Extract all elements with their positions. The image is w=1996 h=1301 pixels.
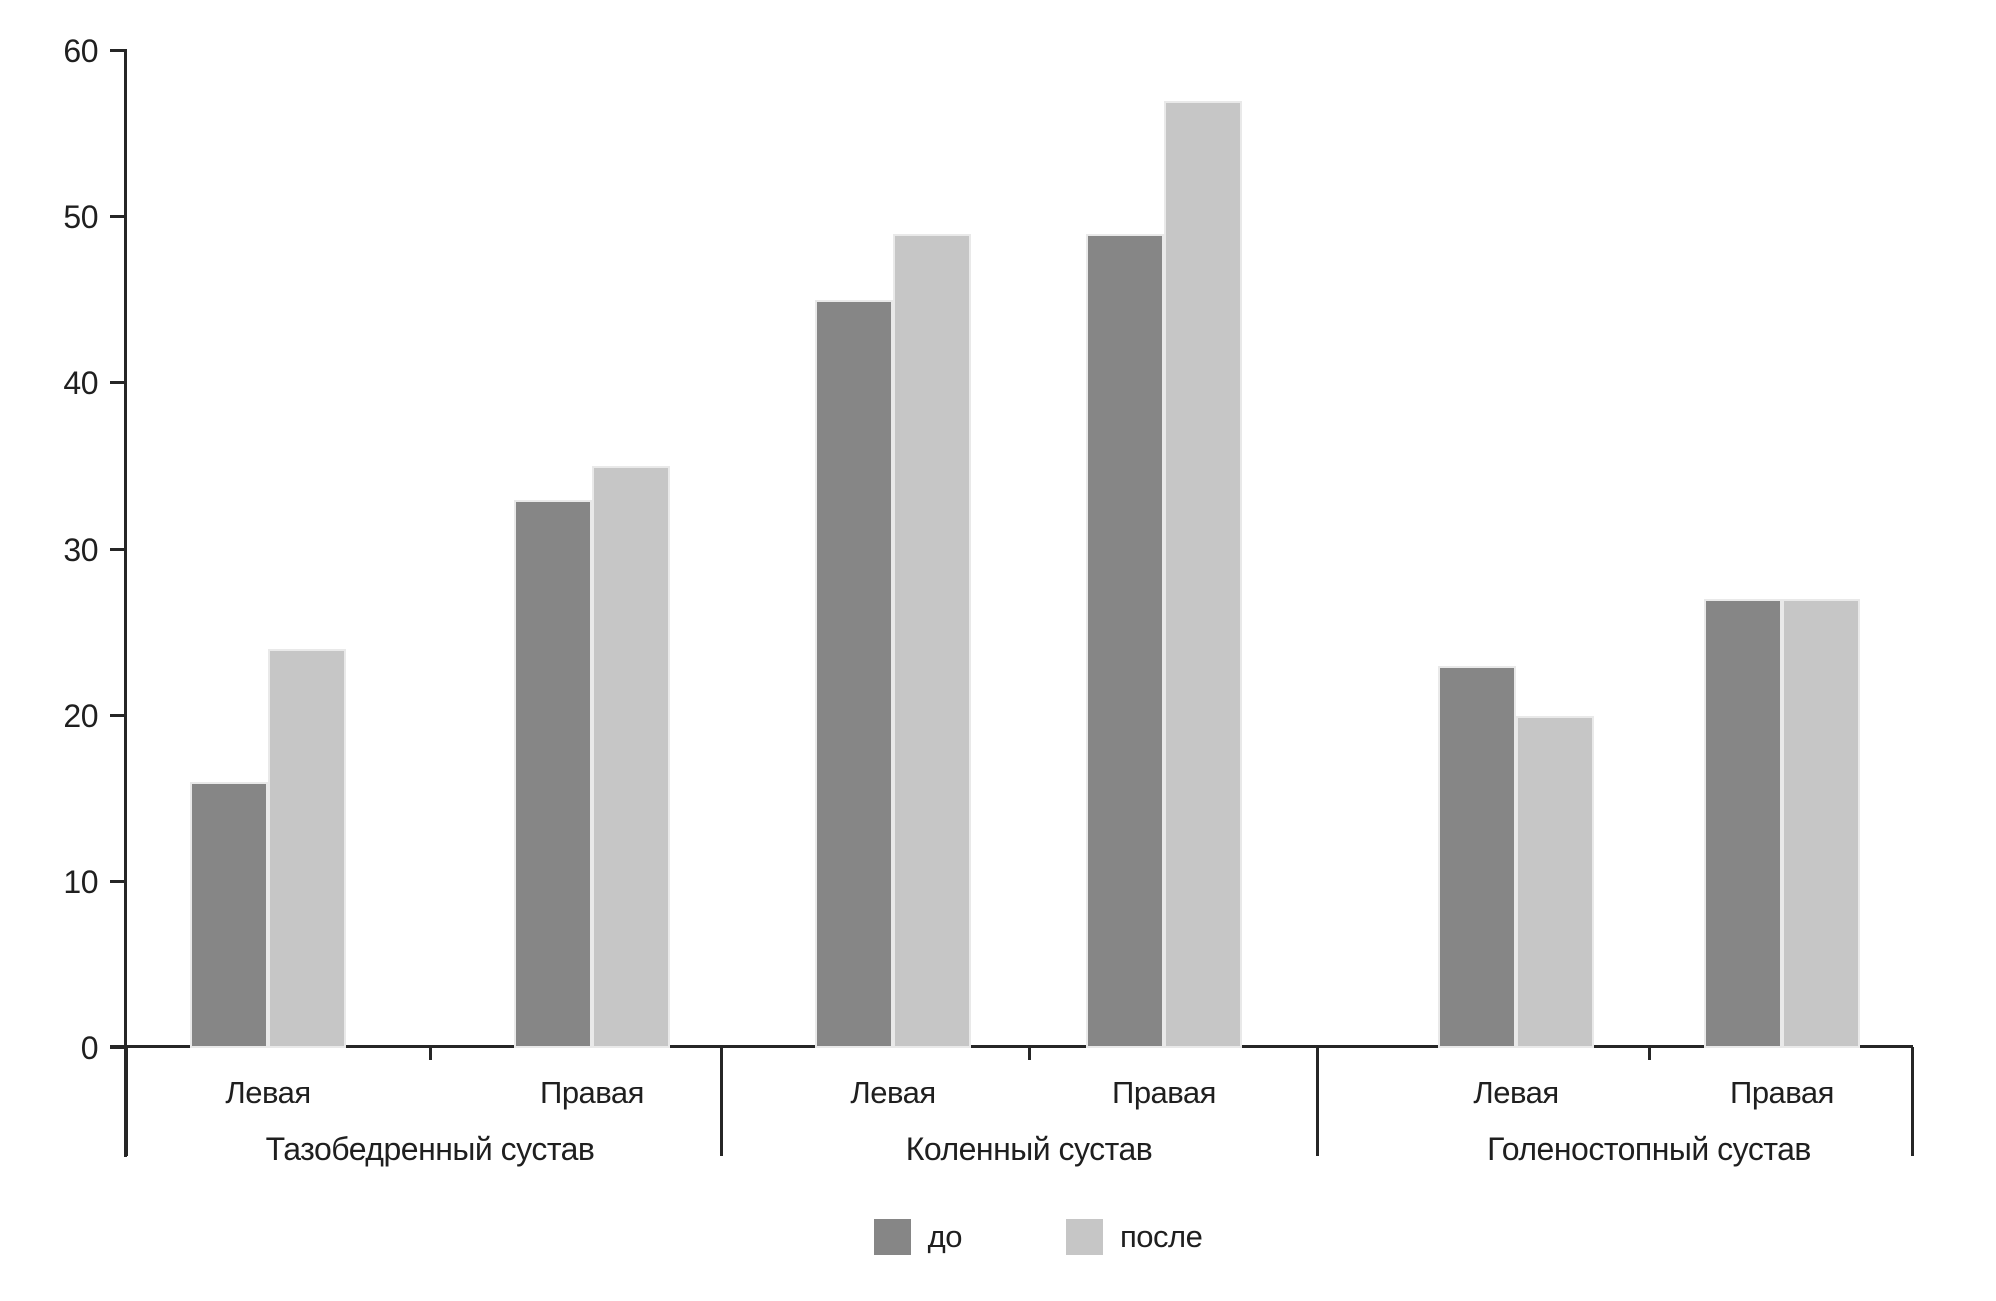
bar-после-g2-right (1164, 101, 1242, 1048)
bar-после-g3-left (1516, 716, 1594, 1048)
legend-item-2: после (1065, 1219, 1203, 1255)
group-divider-line (125, 1047, 128, 1156)
x-group-label: Коленный сустав (905, 1131, 1153, 1167)
y-axis-tick-label: 30 (63, 532, 98, 568)
y-axis-tick-label: 40 (63, 365, 98, 401)
bar-до-g1-right (514, 500, 592, 1048)
y-axis-tick (110, 49, 127, 52)
x-group-label: Тазобедренный сустав (265, 1131, 595, 1167)
bar-до-g3-left (1438, 666, 1516, 1048)
bar-до-g2-left (815, 300, 893, 1048)
y-axis-tick (110, 714, 127, 717)
legend-swatch-1 (873, 1219, 911, 1255)
x-axis-line (110, 1045, 1913, 1048)
subcategory-tick (1028, 1047, 1031, 1060)
bar-до-g1-left (190, 782, 268, 1048)
bar-после-g3-right (1782, 599, 1860, 1048)
legend: до после (40, 1219, 1996, 1255)
x-category-label: Правая (540, 1075, 644, 1110)
legend-swatch-2 (1065, 1219, 1103, 1255)
y-axis-tick-label: 60 (63, 33, 98, 69)
x-category-label: Правая (1112, 1075, 1216, 1110)
y-axis-tick-label: 50 (63, 199, 98, 235)
bar-после-g1-right (592, 466, 670, 1048)
legend-item-1: до (873, 1219, 963, 1255)
y-axis-tick-label: 20 (63, 698, 98, 734)
x-category-label: Левая (850, 1075, 936, 1110)
legend-label-1: до (927, 1219, 963, 1254)
subcategory-tick (429, 1047, 432, 1060)
group-divider-line (1911, 1047, 1914, 1156)
bar-до-g2-right (1086, 234, 1164, 1048)
y-axis-tick (110, 880, 127, 883)
y-axis-line (124, 51, 127, 1157)
y-axis-tick (110, 548, 127, 551)
bar-после-g2-left (893, 234, 971, 1048)
bar-после-g1-left (268, 649, 346, 1048)
y-axis-tick-label: 0 (80, 1030, 99, 1066)
x-group-label: Голеностопный сустав (1487, 1131, 1811, 1167)
group-divider-line (1316, 1047, 1319, 1156)
x-category-label: Левая (1473, 1075, 1559, 1110)
legend-label-2: после (1119, 1219, 1203, 1254)
y-axis-tick (110, 215, 127, 218)
y-axis-tick-label: 10 (63, 864, 98, 900)
subcategory-tick (1648, 1047, 1651, 1060)
x-category-label: Правая (1730, 1075, 1834, 1110)
group-divider-line (720, 1047, 723, 1156)
grouped-bar-chart: 0 10 20 30 40 50 60 Левая Правая Тазобедренный су… (40, 16, 1996, 1285)
x-category-label: Левая (225, 1075, 311, 1110)
y-axis-tick (110, 1046, 127, 1049)
bar-до-g3-right (1704, 599, 1782, 1048)
y-axis-tick (110, 381, 127, 384)
